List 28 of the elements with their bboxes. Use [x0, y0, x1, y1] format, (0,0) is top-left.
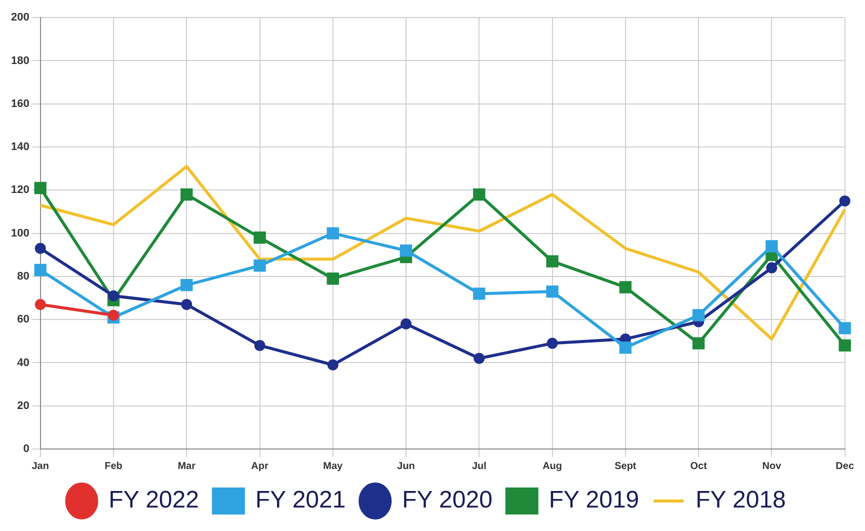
- y-tick-label: 160: [10, 98, 30, 110]
- x-tick-label: Oct: [690, 460, 708, 472]
- x-tick-label: Feb: [104, 460, 122, 472]
- x-tick-label: Jul: [472, 460, 487, 472]
- y-tick-label: 20: [17, 400, 30, 412]
- y-tick-label: 80: [17, 270, 30, 282]
- x-tick-label: Apr: [251, 460, 268, 472]
- legend-label: FY 2021: [255, 486, 346, 514]
- x-tick-label: May: [323, 460, 344, 472]
- x-tick-label: Nov: [762, 460, 782, 472]
- y-tick-label: 60: [17, 314, 30, 326]
- x-tick-label: Jan: [32, 460, 49, 472]
- legend-label: FY 2018: [696, 486, 786, 514]
- legend-label: FY 2019: [548, 486, 640, 514]
- y-tick-label: 180: [10, 54, 30, 67]
- legend-label: FY 2020: [402, 486, 492, 514]
- y-tick-label: 200: [10, 12, 30, 24]
- x-tick-label: Aug: [542, 460, 562, 472]
- x-tick-label: Mar: [178, 460, 196, 472]
- legend-label: FY 2022: [108, 486, 199, 514]
- y-tick-label: 100: [10, 227, 30, 240]
- y-tick-label: 140: [10, 141, 30, 154]
- x-tick-label: Sept: [614, 460, 637, 472]
- y-tick-label: 0: [23, 443, 30, 456]
- x-tick-label: Dec: [836, 460, 854, 472]
- x-tick-label: Jun: [397, 460, 415, 472]
- y-tick-label: 120: [10, 184, 30, 196]
- y-tick-label: 40: [17, 356, 30, 369]
